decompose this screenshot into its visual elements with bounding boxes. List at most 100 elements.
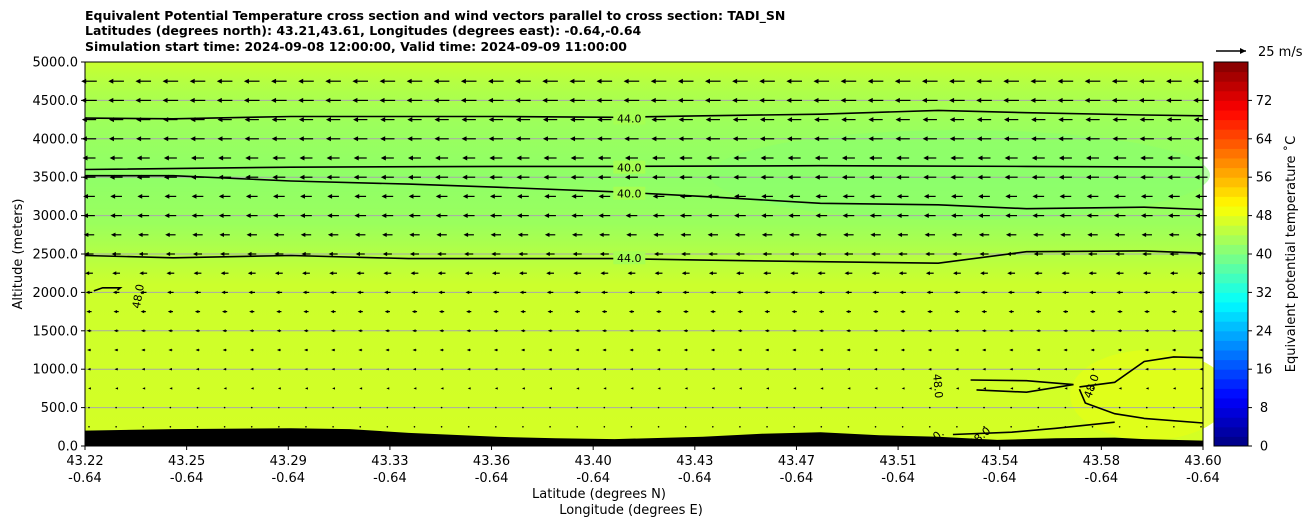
wind-arrow	[982, 367, 986, 371]
wind-arrow	[249, 310, 255, 314]
wind-arrow	[216, 97, 233, 103]
wind-arrow	[576, 426, 578, 428]
wind-arrow	[793, 406, 795, 409]
wind-arrow	[408, 213, 421, 218]
wind-arrow	[1089, 310, 1096, 314]
wind-arrow	[1145, 387, 1149, 390]
wind-arrow	[763, 271, 771, 276]
x-tick-label: 43.47	[778, 454, 815, 469]
wind-arrow	[88, 426, 90, 428]
wind-arrow	[813, 78, 830, 84]
wind-arrow	[1062, 290, 1069, 295]
wind-arrow	[163, 155, 177, 161]
wind-arrow	[894, 97, 911, 103]
wind-arrow	[765, 348, 769, 352]
wind-arrow	[522, 406, 524, 409]
wind-arrow	[759, 78, 775, 84]
wind-arrow	[570, 136, 585, 142]
wind-arrow	[331, 367, 335, 371]
colorbar-band	[1214, 138, 1248, 149]
wind-arrow	[1057, 97, 1074, 103]
wind-arrow	[734, 213, 746, 218]
wind-arrow	[922, 117, 937, 123]
wind-arrow	[1113, 174, 1127, 180]
wind-arrow	[841, 136, 856, 142]
wind-arrow	[438, 290, 445, 295]
wind-arrow	[1030, 97, 1047, 103]
wind-arrow	[791, 310, 797, 314]
wind-arrow	[759, 117, 775, 123]
wind-arrow	[435, 213, 448, 218]
x-tick-label-lon: -0.64	[475, 471, 509, 486]
wind-arrow	[623, 97, 640, 103]
wind-arrow	[980, 271, 988, 276]
wind-arrow	[1037, 387, 1041, 390]
wind-arrow	[409, 232, 420, 238]
wind-arrow	[573, 271, 582, 276]
wind-arrow	[413, 387, 417, 390]
wind-arrow	[1172, 387, 1176, 390]
wind-arrow	[815, 194, 828, 199]
wind-arrow	[1166, 117, 1182, 123]
plot-area: 44.040.040.044.048.048.0 48.00. 48.0	[81, 61, 1230, 450]
wind-arrow	[977, 174, 991, 180]
wind-arrow	[894, 78, 911, 84]
wind-arrow	[1008, 310, 1014, 314]
wind-arrow	[924, 232, 935, 238]
contour-label-text: 48.0	[130, 283, 147, 309]
wind-arrow	[1115, 251, 1125, 257]
wind-arrow	[923, 194, 936, 199]
x-axis: 43.22 -0.64 43.25 -0.64 43.29 -0.64 43.33 -0.64…	[66, 446, 1222, 486]
wind-arrow	[738, 367, 742, 371]
wind-arrow	[956, 426, 958, 428]
wind-arrow	[489, 194, 502, 199]
wind-arrow	[380, 174, 394, 180]
wind-arrow	[951, 194, 963, 199]
wind-arrow	[353, 136, 368, 142]
wind-arrow	[544, 232, 556, 238]
wind-arrow	[359, 406, 362, 409]
wind-arrow	[677, 78, 694, 84]
wind-arrow	[846, 329, 851, 333]
contour-44	[84, 250, 1204, 265]
wind-arrow	[656, 329, 661, 333]
wind-arrow	[980, 290, 988, 295]
wind-arrow	[1085, 136, 1100, 142]
wind-arrow	[411, 310, 418, 314]
wind-arrow	[732, 97, 748, 103]
wind-arrow	[679, 155, 693, 161]
wind-arrow	[927, 348, 932, 352]
wind-arrow	[575, 348, 580, 352]
wind-arrow	[407, 155, 421, 161]
contour-label-text: 44.0	[617, 252, 642, 265]
wind-arrow	[928, 406, 931, 409]
x-tick-label-lon: -0.64	[780, 471, 814, 486]
wind-arrow	[1005, 232, 1017, 238]
wind-arrow	[949, 136, 965, 142]
wind-arrow	[950, 155, 964, 161]
wind-arrow	[87, 348, 91, 352]
wind-arrow	[847, 426, 850, 428]
wind-arrow	[816, 251, 826, 257]
wind-arrow	[733, 155, 747, 161]
wind-arrow	[1030, 78, 1047, 84]
wind-arrow	[955, 387, 959, 390]
y-tick-label: 1000.0	[33, 363, 79, 378]
wind-arrow	[112, 290, 120, 295]
wind-arrow	[137, 213, 150, 218]
wind-arrow	[195, 329, 200, 333]
wind-arrow	[191, 194, 204, 199]
y-tick-label: 4500.0	[33, 94, 79, 109]
wind-arrow	[274, 271, 283, 276]
y-tick-label: 0.0	[57, 440, 78, 455]
wind-arrow	[549, 426, 551, 428]
wind-arrow	[434, 117, 449, 123]
wind-arrow	[1084, 78, 1101, 84]
wind-arrow	[462, 194, 475, 199]
wind-arrow	[325, 97, 341, 103]
wind-arrow	[407, 136, 422, 142]
x-tick-label: 43.29	[270, 454, 307, 469]
wind-arrow	[679, 213, 692, 218]
wind-arrow	[1199, 367, 1203, 371]
wind-arrow	[223, 387, 227, 390]
